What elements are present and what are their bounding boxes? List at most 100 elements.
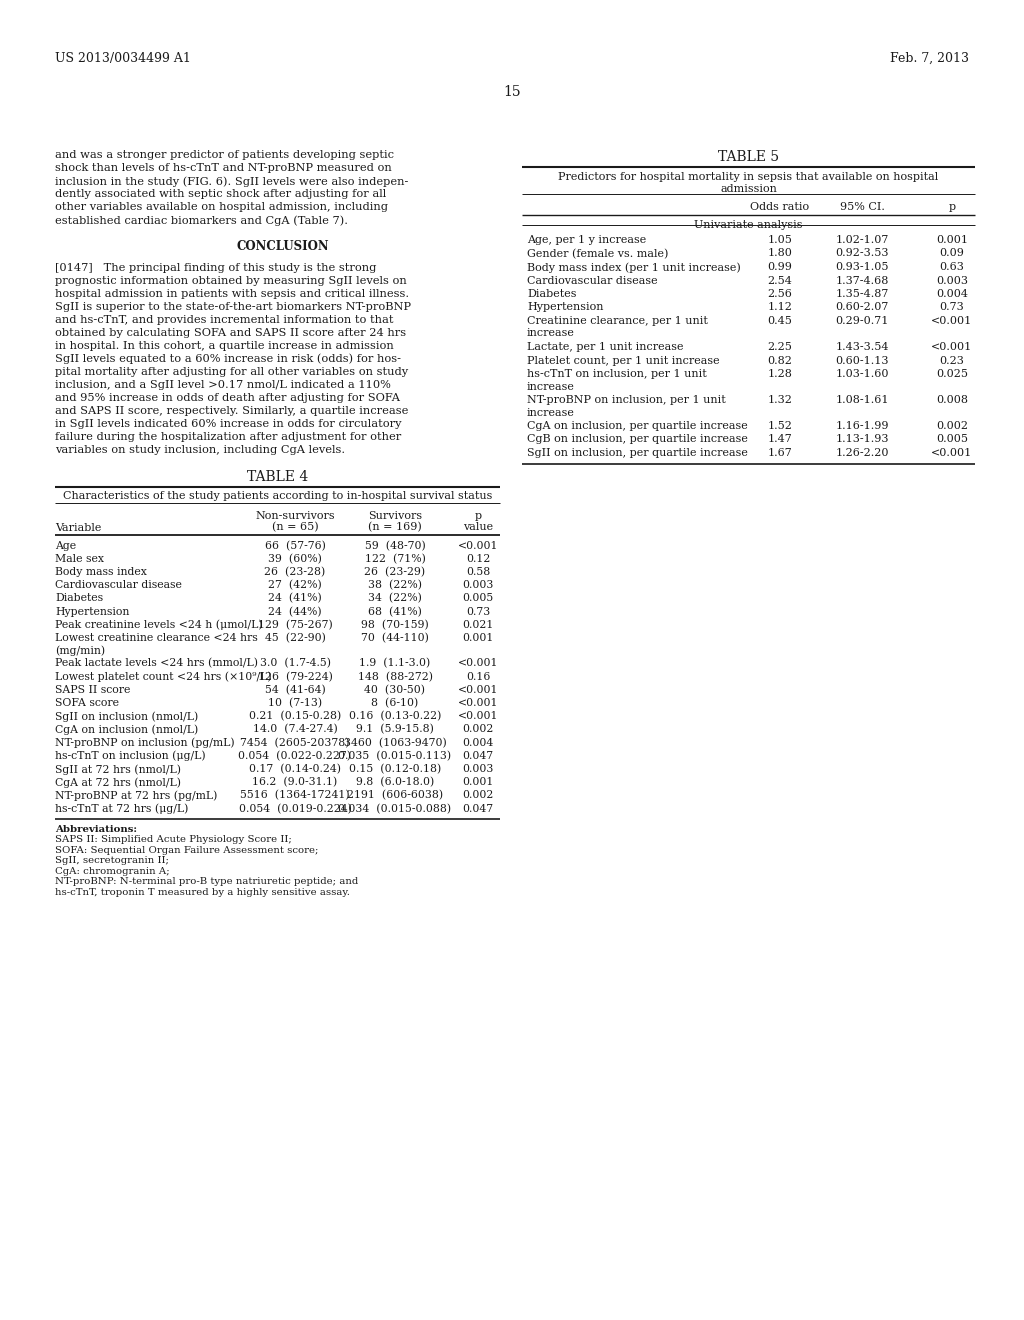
Text: p: p (474, 511, 481, 520)
Text: 2.54: 2.54 (768, 276, 793, 285)
Text: 0.92-3.53: 0.92-3.53 (836, 248, 889, 259)
Text: 0.047: 0.047 (463, 751, 494, 760)
Text: 9.8  (6.0-18.0): 9.8 (6.0-18.0) (356, 777, 434, 788)
Text: 1.47: 1.47 (768, 434, 793, 445)
Text: SgII at 72 hrs (nmol/L): SgII at 72 hrs (nmol/L) (55, 764, 181, 775)
Text: dently associated with septic shock after adjusting for all: dently associated with septic shock afte… (55, 189, 386, 199)
Text: variables on study inclusion, including CgA levels.: variables on study inclusion, including … (55, 445, 345, 454)
Text: SgII on inclusion (nmol/L): SgII on inclusion (nmol/L) (55, 711, 199, 722)
Text: (mg/min): (mg/min) (55, 645, 105, 656)
Text: 1.9  (1.1-3.0): 1.9 (1.1-3.0) (359, 659, 431, 669)
Text: 59  (48-70): 59 (48-70) (365, 541, 425, 550)
Text: 66  (57-76): 66 (57-76) (264, 541, 326, 550)
Text: increase: increase (527, 408, 574, 417)
Text: and SAPS II score, respectively. Similarly, a quartile increase: and SAPS II score, respectively. Similar… (55, 405, 409, 416)
Text: Lowest creatinine clearance <24 hrs: Lowest creatinine clearance <24 hrs (55, 634, 258, 643)
Text: 1.28: 1.28 (768, 370, 793, 379)
Text: and hs-cTnT, and provides incremental information to that: and hs-cTnT, and provides incremental in… (55, 314, 393, 325)
Text: 0.004: 0.004 (463, 738, 494, 747)
Text: <0.001: <0.001 (458, 698, 499, 708)
Text: NT-proBNP on inclusion (pg/mL): NT-proBNP on inclusion (pg/mL) (55, 738, 234, 748)
Text: inclusion, and a SgII level >0.17 nmol/L indicated a 110%: inclusion, and a SgII level >0.17 nmol/L… (55, 380, 391, 389)
Text: Odds ratio: Odds ratio (751, 202, 810, 213)
Text: 5516  (1364-17241): 5516 (1364-17241) (241, 791, 350, 801)
Text: SAPS II: Simplified Acute Physiology Score II;: SAPS II: Simplified Acute Physiology Sco… (55, 836, 292, 845)
Text: 0.004: 0.004 (936, 289, 968, 300)
Text: 8  (6-10): 8 (6-10) (372, 698, 419, 709)
Text: 1.35-4.87: 1.35-4.87 (836, 289, 889, 300)
Text: <0.001: <0.001 (932, 315, 973, 326)
Text: 0.16: 0.16 (466, 672, 490, 681)
Text: 0.21  (0.15-0.28): 0.21 (0.15-0.28) (249, 711, 341, 722)
Text: value: value (463, 521, 494, 532)
Text: 26  (23-28): 26 (23-28) (264, 568, 326, 577)
Text: 0.58: 0.58 (466, 568, 490, 577)
Text: Cardiovascular disease: Cardiovascular disease (55, 581, 182, 590)
Text: 0.60-2.07: 0.60-2.07 (836, 302, 889, 313)
Text: 0.005: 0.005 (463, 594, 494, 603)
Text: increase: increase (527, 329, 574, 338)
Text: 0.73: 0.73 (940, 302, 965, 313)
Text: 68  (41%): 68 (41%) (368, 607, 422, 616)
Text: 10  (7-13): 10 (7-13) (268, 698, 323, 709)
Text: CgB on inclusion, per quartile increase: CgB on inclusion, per quartile increase (527, 434, 748, 445)
Text: 39  (60%): 39 (60%) (268, 554, 322, 564)
Text: 1.02-1.07: 1.02-1.07 (836, 235, 889, 246)
Text: Survivors: Survivors (368, 511, 422, 520)
Text: in hospital. In this cohort, a quartile increase in admission: in hospital. In this cohort, a quartile … (55, 341, 394, 351)
Text: 0.001: 0.001 (462, 777, 494, 787)
Text: 0.003: 0.003 (462, 764, 494, 774)
Text: 0.45: 0.45 (768, 315, 793, 326)
Text: Age: Age (55, 541, 76, 550)
Text: 1.05: 1.05 (768, 235, 793, 246)
Text: 7454  (2605-20378): 7454 (2605-20378) (241, 738, 350, 748)
Text: 24  (41%): 24 (41%) (268, 594, 322, 603)
Text: Abbreviations:: Abbreviations: (55, 825, 137, 834)
Text: SgII levels equated to a 60% increase in risk (odds) for hos-: SgII levels equated to a 60% increase in… (55, 354, 401, 364)
Text: 16.2  (9.0-31.1): 16.2 (9.0-31.1) (252, 777, 338, 788)
Text: 1.12: 1.12 (768, 302, 793, 313)
Text: failure during the hospitalization after adjustment for other: failure during the hospitalization after… (55, 432, 401, 442)
Text: 0.008: 0.008 (936, 395, 968, 405)
Text: 45  (22-90): 45 (22-90) (264, 634, 326, 643)
Text: 1.67: 1.67 (768, 447, 793, 458)
Text: 3.0  (1.7-4.5): 3.0 (1.7-4.5) (259, 659, 331, 669)
Text: Body mass index: Body mass index (55, 568, 146, 577)
Text: 0.047: 0.047 (463, 804, 494, 813)
Text: 148  (88-272): 148 (88-272) (357, 672, 432, 682)
Text: prognostic information obtained by measuring SgII levels on: prognostic information obtained by measu… (55, 276, 407, 285)
Text: 0.16  (0.13-0.22): 0.16 (0.13-0.22) (349, 711, 441, 722)
Text: <0.001: <0.001 (932, 447, 973, 458)
Text: 122  (71%): 122 (71%) (365, 554, 425, 564)
Text: TABLE 5: TABLE 5 (718, 150, 779, 164)
Text: 129  (75-267): 129 (75-267) (258, 620, 333, 630)
Text: 0.054  (0.022-0.227): 0.054 (0.022-0.227) (239, 751, 351, 762)
Text: 0.003: 0.003 (462, 581, 494, 590)
Text: 3460  (1063-9470): 3460 (1063-9470) (344, 738, 446, 748)
Text: <0.001: <0.001 (932, 342, 973, 352)
Text: 40  (30-50): 40 (30-50) (365, 685, 426, 696)
Text: hs-cTnT on inclusion, per 1 unit: hs-cTnT on inclusion, per 1 unit (527, 370, 707, 379)
Text: 24  (44%): 24 (44%) (268, 607, 322, 616)
Text: 0.054  (0.019-0.224): 0.054 (0.019-0.224) (239, 804, 351, 814)
Text: 70  (44-110): 70 (44-110) (361, 634, 429, 643)
Text: 95% CI.: 95% CI. (840, 202, 885, 213)
Text: inclusion in the study (FIG. 6). SgII levels were also indepen-: inclusion in the study (FIG. 6). SgII le… (55, 176, 409, 186)
Text: SgII is superior to the state-of-the-art biomarkers NT-proBNP: SgII is superior to the state-of-the-art… (55, 301, 411, 312)
Text: and 95% increase in odds of death after adjusting for SOFA: and 95% increase in odds of death after … (55, 392, 400, 403)
Text: 0.002: 0.002 (462, 791, 494, 800)
Text: 1.80: 1.80 (768, 248, 793, 259)
Text: other variables available on hospital admission, including: other variables available on hospital ad… (55, 202, 388, 213)
Text: Cardiovascular disease: Cardiovascular disease (527, 276, 657, 285)
Text: 0.021: 0.021 (462, 620, 494, 630)
Text: hospital admission in patients with sepsis and critical illness.: hospital admission in patients with seps… (55, 289, 410, 298)
Text: NT-proBNP at 72 hrs (pg/mL): NT-proBNP at 72 hrs (pg/mL) (55, 791, 217, 801)
Text: TABLE 4: TABLE 4 (247, 470, 308, 483)
Text: Feb. 7, 2013: Feb. 7, 2013 (890, 51, 969, 65)
Text: 2191  (606-6038): 2191 (606-6038) (347, 791, 443, 801)
Text: 1.13-1.93: 1.13-1.93 (836, 434, 889, 445)
Text: 0.005: 0.005 (936, 434, 968, 445)
Text: pital mortality after adjusting for all other variables on study: pital mortality after adjusting for all … (55, 367, 409, 376)
Text: Age, per 1 y increase: Age, per 1 y increase (527, 235, 646, 246)
Text: Peak creatinine levels <24 h (μmol/L): Peak creatinine levels <24 h (μmol/L) (55, 620, 262, 631)
